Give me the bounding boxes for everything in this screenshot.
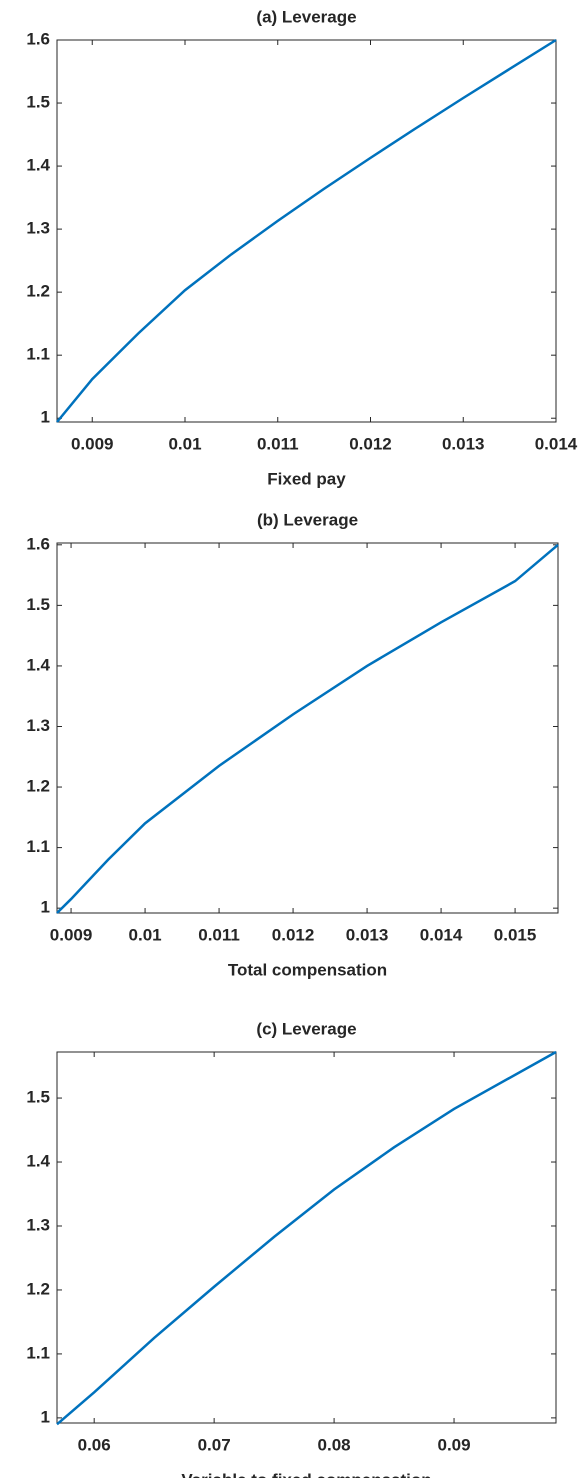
x-tick-label: 0.014 [535,434,578,453]
x-tick-label: 0.009 [71,434,114,453]
plot-area [56,39,557,423]
y-tick-label: 1.4 [26,1152,50,1171]
y-tick-label: 1.6 [26,29,50,48]
y-tick-label: 1.5 [26,595,50,614]
y-tick-label: 1 [41,898,50,917]
x-axis-label: Variable to fixed compensation [181,1470,431,1478]
y-tick-label: 1.3 [26,219,50,238]
y-tick-label: 1.2 [26,777,50,796]
x-tick-label: 0.011 [257,434,299,453]
data-line [56,38,557,423]
x-tick-label: 0.09 [437,1435,470,1454]
x-tick-label: 0.011 [198,925,240,944]
y-tick-label: 1.2 [26,282,50,301]
x-tick-label: 0.01 [168,434,201,453]
x-tick-label: 0.014 [420,925,463,944]
y-tick-label: 1.1 [26,837,50,856]
x-tick-label: 0.009 [50,925,93,944]
y-tick-label: 1.4 [26,655,50,674]
x-tick-label: 0.06 [78,1435,111,1454]
x-tick-label: 0.012 [272,925,315,944]
y-tick-label: 1 [41,408,50,427]
y-tick-label: 1.3 [26,716,50,735]
y-tick-label: 1.1 [26,345,50,364]
x-tick-label: 0.013 [442,434,485,453]
y-tick-label: 1.3 [26,1215,50,1234]
chart-title: (c) Leverage [256,1019,356,1038]
chart-title: (b) Leverage [257,510,358,529]
y-tick-label: 1.4 [26,156,50,175]
x-axis-label: Total compensation [228,960,387,979]
y-tick-label: 1.5 [26,93,50,112]
data-line [56,543,559,914]
y-tick-label: 1.6 [26,534,50,553]
x-tick-label: 0.01 [129,925,162,944]
y-tick-label: 1 [41,1407,50,1426]
y-tick-label: 1.5 [26,1088,50,1107]
y-tick-label: 1.1 [26,1343,50,1362]
x-tick-label: 0.013 [346,925,389,944]
data-line [56,1050,557,1426]
x-tick-label: 0.07 [198,1435,231,1454]
chart-title: (a) Leverage [256,7,356,26]
x-axis-label: Fixed pay [267,469,346,488]
x-tick-label: 0.012 [349,434,392,453]
x-tick-label: 0.08 [318,1435,351,1454]
x-tick-label: 0.015 [494,925,537,944]
y-tick-label: 1.2 [26,1279,50,1298]
plot-area [56,1051,557,1424]
